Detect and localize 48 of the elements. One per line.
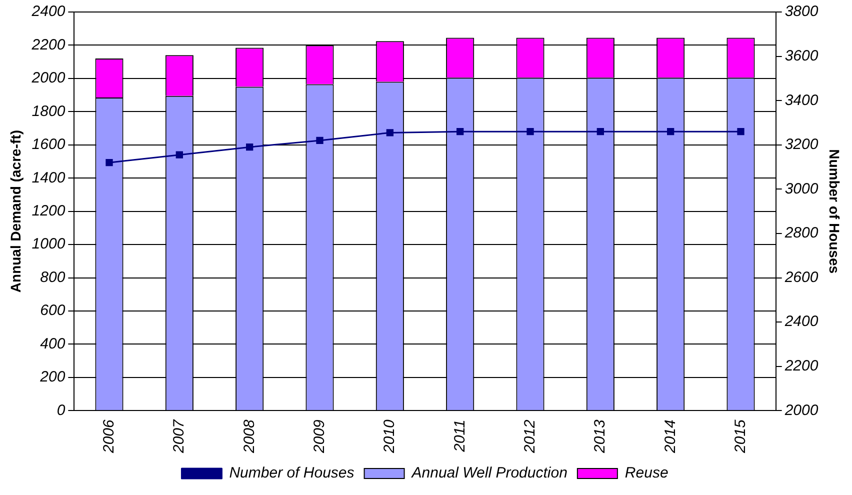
point	[456, 128, 464, 136]
point	[596, 128, 604, 136]
y2-tick-label: 3600	[784, 47, 819, 64]
point	[106, 159, 113, 166]
legend-label: Annual Well Production	[410, 464, 568, 482]
y-tick-label: 1000	[32, 236, 66, 253]
y-tick-label: 200	[39, 368, 66, 386]
y-tick-label: 2200	[30, 36, 66, 54]
point	[667, 128, 674, 136]
x-tick-label: 2010	[381, 418, 398, 454]
point	[316, 136, 324, 144]
y-tick-label: 1400	[32, 169, 66, 186]
x-tick-label: 2012	[521, 418, 538, 454]
x-tick-label: 2014	[662, 420, 679, 454]
x-tick-label: 2013	[592, 418, 609, 454]
y-axis-title: Annual Demand (acre-ft)	[7, 130, 24, 293]
y-tick-label: 800	[40, 268, 66, 286]
y2-tick-label: 2000	[784, 402, 819, 419]
x-tick-label: 2009	[310, 418, 328, 454]
y2-tick-label: 2400	[784, 313, 819, 330]
point	[737, 128, 744, 136]
y-tick-label: 2000	[30, 70, 66, 87]
y2-tick-label: 2600	[784, 268, 819, 286]
y2-tick-label: 3400	[784, 92, 819, 109]
y2-tick-label: 3000	[784, 180, 819, 198]
x-tick-label: 2008	[240, 418, 258, 454]
x-tick-label: 2011	[451, 420, 468, 453]
y2-tick-label: 3800	[784, 3, 819, 20]
y2-tick-label: 2200	[784, 358, 819, 375]
y2-axis-title: Number of Houses	[826, 149, 843, 274]
point	[386, 129, 394, 136]
y2-tick-label: 2800	[784, 224, 819, 242]
y2-tick-label: 3200	[784, 136, 819, 154]
y-tick-label: 1800	[32, 102, 66, 120]
y-tick-label: 600	[40, 302, 66, 320]
x-tick-label: 2015	[732, 418, 749, 454]
y-tick-label: 2400	[30, 3, 66, 20]
point	[176, 151, 183, 158]
x-tick-label: 2007	[170, 418, 188, 454]
y-tick-label: 1600	[32, 136, 66, 154]
y-tick-label: 1200	[32, 202, 66, 220]
point	[246, 144, 254, 151]
point	[526, 128, 534, 136]
y-tick-label: 0	[56, 402, 66, 419]
legend-label: Number of Houses	[229, 464, 355, 482]
x-tick-label: 2006	[100, 418, 118, 454]
y-tick-label: 400	[40, 335, 66, 352]
legend-label: Reuse	[624, 464, 668, 482]
